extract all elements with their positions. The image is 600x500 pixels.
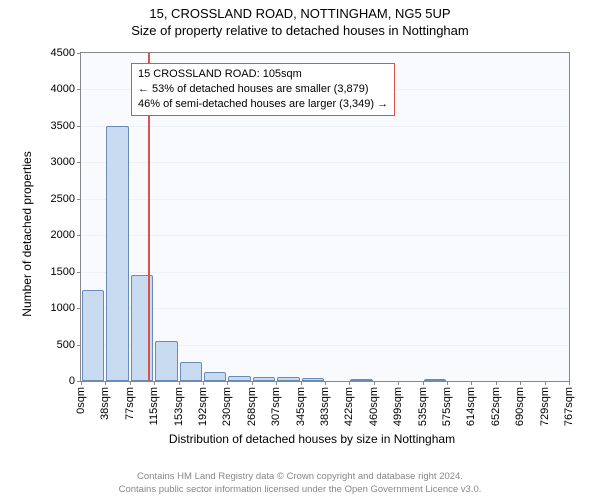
histogram-bar xyxy=(180,362,202,381)
x-tick-label: 345sqm xyxy=(295,387,307,426)
x-tick-mark xyxy=(154,381,155,385)
annotation-box: 15 CROSSLAND ROAD: 105sqm← 53% of detach… xyxy=(131,63,395,116)
x-tick-mark xyxy=(301,381,302,385)
chart-container: Number of detached properties 0500100015… xyxy=(48,44,576,424)
x-tick-label: 0sqm xyxy=(75,387,87,414)
x-tick-mark xyxy=(203,381,204,385)
y-tick-label: 2000 xyxy=(51,229,75,241)
y-tick-mark xyxy=(77,89,81,90)
x-tick-label: 575sqm xyxy=(441,387,453,426)
histogram-bar xyxy=(277,377,299,381)
gridline xyxy=(81,235,569,236)
annotation-line: ← 53% of detached houses are smaller (3,… xyxy=(138,82,388,97)
y-tick-mark xyxy=(77,235,81,236)
x-tick-label: 690sqm xyxy=(514,387,526,426)
x-tick-mark xyxy=(520,381,521,385)
y-tick-mark xyxy=(77,272,81,273)
x-tick-mark xyxy=(471,381,472,385)
x-tick-mark xyxy=(252,381,253,385)
x-tick-mark xyxy=(398,381,399,385)
x-tick-mark xyxy=(496,381,497,385)
x-tick-mark xyxy=(545,381,546,385)
x-tick-label: 38sqm xyxy=(99,387,111,420)
x-tick-mark xyxy=(569,381,570,385)
x-tick-label: 535sqm xyxy=(417,387,429,426)
gridline xyxy=(81,199,569,200)
x-tick-mark xyxy=(374,381,375,385)
annotation-line: 15 CROSSLAND ROAD: 105sqm xyxy=(138,67,388,82)
y-tick-label: 3500 xyxy=(51,120,75,132)
y-tick-label: 1500 xyxy=(51,266,75,278)
footer-attribution: Contains HM Land Registry data © Crown c… xyxy=(0,471,600,496)
x-tick-label: 422sqm xyxy=(343,387,355,426)
x-tick-label: 307sqm xyxy=(270,387,282,426)
x-tick-mark xyxy=(447,381,448,385)
x-tick-mark xyxy=(81,381,82,385)
footer-line-2: Contains public sector information licen… xyxy=(0,484,600,496)
x-tick-mark xyxy=(227,381,228,385)
histogram-bar xyxy=(155,341,177,381)
x-tick-mark xyxy=(276,381,277,385)
histogram-bar xyxy=(106,126,128,381)
y-tick-label: 1000 xyxy=(51,302,75,314)
x-axis-label: Distribution of detached houses by size … xyxy=(169,432,455,446)
x-tick-mark xyxy=(325,381,326,385)
x-tick-mark xyxy=(349,381,350,385)
gridline xyxy=(81,272,569,273)
page-title: 15, CROSSLAND ROAD, NOTTINGHAM, NG5 5UP xyxy=(0,6,600,21)
x-tick-label: 767sqm xyxy=(563,387,575,426)
x-tick-label: 652sqm xyxy=(490,387,502,426)
histogram-bar xyxy=(204,372,226,381)
y-axis-label: Number of detached properties xyxy=(20,151,34,316)
gridline xyxy=(81,308,569,309)
x-tick-label: 614sqm xyxy=(465,387,477,426)
y-tick-mark xyxy=(77,308,81,309)
gridline xyxy=(81,126,569,127)
x-tick-label: 499sqm xyxy=(392,387,404,426)
y-tick-label: 0 xyxy=(69,375,75,387)
footer-line-1: Contains HM Land Registry data © Crown c… xyxy=(0,471,600,483)
x-tick-label: 729sqm xyxy=(539,387,551,426)
plot-area: 0500100015002000250030003500400045000sqm… xyxy=(80,52,570,382)
y-tick-mark xyxy=(77,53,81,54)
annotation-line: 46% of semi-detached houses are larger (… xyxy=(138,97,388,112)
histogram-bar xyxy=(228,376,250,381)
x-tick-mark xyxy=(179,381,180,385)
y-tick-mark xyxy=(77,199,81,200)
gridline xyxy=(81,162,569,163)
y-tick-label: 2500 xyxy=(51,193,75,205)
y-tick-mark xyxy=(77,126,81,127)
y-tick-label: 3000 xyxy=(51,156,75,168)
histogram-bar xyxy=(424,379,446,381)
page-subtitle: Size of property relative to detached ho… xyxy=(0,23,600,38)
x-tick-label: 460sqm xyxy=(368,387,380,426)
y-tick-label: 4500 xyxy=(51,47,75,59)
histogram-bar xyxy=(350,379,372,381)
histogram-bar xyxy=(82,290,104,381)
x-tick-mark xyxy=(423,381,424,385)
y-tick-mark xyxy=(77,345,81,346)
x-tick-label: 115sqm xyxy=(148,387,160,425)
x-tick-mark xyxy=(105,381,106,385)
x-tick-label: 153sqm xyxy=(173,387,185,426)
y-tick-label: 500 xyxy=(57,339,75,351)
x-tick-label: 77sqm xyxy=(124,387,136,420)
histogram-bar xyxy=(302,378,324,381)
histogram-bar xyxy=(253,377,275,381)
x-tick-label: 383sqm xyxy=(319,387,331,426)
x-tick-label: 230sqm xyxy=(221,387,233,426)
x-tick-mark xyxy=(130,381,131,385)
x-tick-label: 192sqm xyxy=(197,387,209,426)
x-tick-label: 268sqm xyxy=(246,387,258,426)
y-tick-label: 4000 xyxy=(51,83,75,95)
y-tick-mark xyxy=(77,162,81,163)
